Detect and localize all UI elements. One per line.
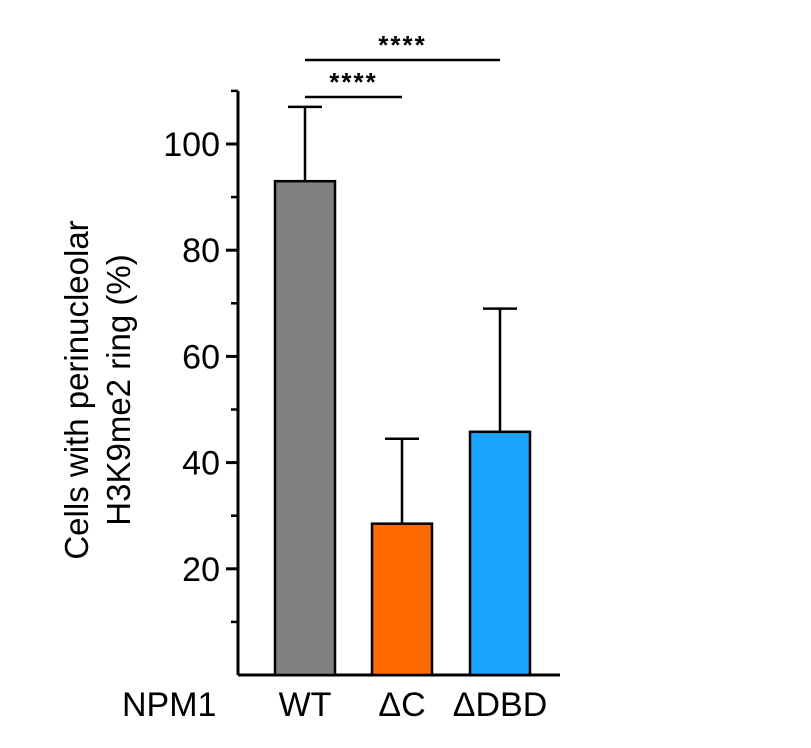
y-tick-label-20: 20 bbox=[182, 551, 220, 589]
bar-2 bbox=[370, 522, 434, 677]
y-tick-label-100: 100 bbox=[163, 126, 220, 164]
category-label-2: ΔC bbox=[378, 686, 425, 724]
y-axis: 20 40 60 80 100 bbox=[163, 89, 560, 677]
category-label-1: WT bbox=[279, 686, 332, 724]
bar-1 bbox=[273, 179, 337, 677]
significance-label-1: **** bbox=[329, 67, 377, 97]
y-axis-title-line-2: H3K9me2 ring (%) bbox=[100, 254, 137, 525]
category-label-3: ΔDBD bbox=[453, 686, 548, 724]
y-tick-label-40: 40 bbox=[182, 445, 220, 483]
group-label: NPM1 bbox=[122, 686, 216, 724]
category-labels: NPM1 WT ΔC ΔDBD bbox=[122, 686, 547, 724]
y-tick-label-80: 80 bbox=[182, 232, 220, 270]
bars bbox=[273, 179, 532, 677]
bar-3 bbox=[468, 430, 532, 677]
significance-brackets: ******** bbox=[305, 30, 500, 99]
error-bars bbox=[288, 105, 517, 524]
significance-label-2: **** bbox=[378, 30, 426, 60]
y-axis-title: Cells with perinucleolar H3K9me2 ring (%… bbox=[58, 220, 137, 559]
y-tick-label-60: 60 bbox=[182, 338, 220, 376]
y-axis-title-line-1: Cells with perinucleolar bbox=[58, 220, 95, 559]
